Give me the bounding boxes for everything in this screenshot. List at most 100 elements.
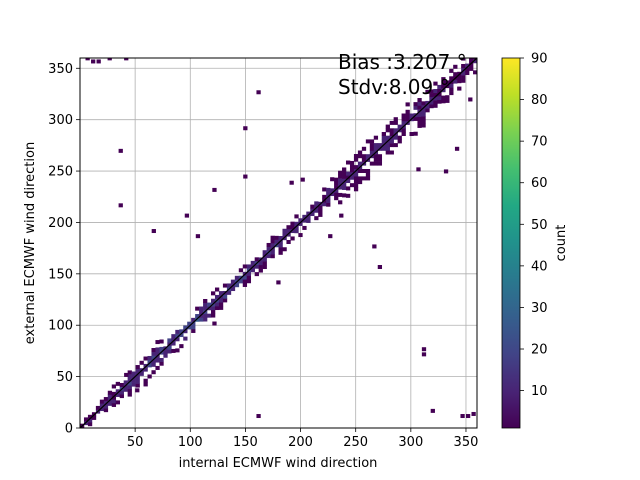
histogram-cell	[242, 275, 248, 280]
histogram-cell-outlier	[443, 169, 449, 174]
histogram-cell	[449, 68, 454, 73]
histogram-cell	[453, 64, 458, 69]
histogram-cell	[298, 221, 303, 226]
y-tick-label: 350	[48, 62, 73, 77]
histogram-cell	[242, 279, 248, 284]
histogram-cell	[314, 216, 319, 221]
histogram-cell	[373, 157, 379, 162]
histogram-cell-outlier	[212, 187, 217, 192]
histogram-cell	[254, 257, 259, 262]
histogram-cell	[159, 358, 164, 363]
histogram-cell	[385, 124, 390, 129]
histogram-cell	[179, 329, 184, 334]
histogram-cell	[433, 89, 438, 94]
histogram-cell-outlier	[421, 347, 427, 352]
colorbar-tick-label: 30	[531, 301, 548, 316]
histogram-cell	[127, 392, 132, 397]
histogram-cell	[365, 176, 371, 181]
histogram-cell	[159, 361, 164, 366]
histogram-cell	[151, 359, 156, 364]
histogram-cell	[258, 268, 263, 273]
histogram-cell	[334, 192, 339, 197]
histogram-cell	[421, 101, 426, 106]
histogram-cell	[389, 120, 394, 125]
histogram-cell	[203, 313, 208, 318]
histogram-cell	[326, 198, 331, 203]
histogram-cell	[334, 181, 339, 186]
colorbar-tick-label: 50	[531, 218, 548, 233]
y-tick-label: 50	[56, 370, 73, 385]
histogram-cell	[107, 401, 113, 406]
histogram-cell	[187, 325, 192, 330]
histogram-cell	[381, 139, 386, 144]
histogram-cell-outlier	[96, 59, 101, 64]
histogram-cell	[397, 139, 402, 144]
histogram-cell	[191, 325, 196, 330]
histogram-cell	[349, 160, 355, 165]
histogram-cell-outlier	[289, 180, 294, 185]
histogram-cell	[369, 139, 375, 144]
histogram-cell	[349, 168, 355, 173]
x-tick-label: 300	[398, 435, 423, 450]
histogram-cell	[91, 415, 97, 420]
histogram-cell	[214, 306, 220, 311]
histogram-cell	[103, 408, 109, 413]
histogram-cell	[87, 422, 93, 427]
histogram-cell	[191, 317, 196, 322]
histogram-cell	[286, 240, 291, 245]
histogram-cell	[111, 395, 117, 400]
histogram-cell	[461, 78, 466, 83]
histogram-cell	[377, 161, 383, 166]
histogram-cell	[425, 104, 430, 109]
histogram-cell	[393, 143, 398, 148]
histogram-cell	[385, 135, 390, 140]
histogram-cell	[465, 63, 470, 68]
histogram-cell	[417, 123, 422, 128]
histogram-cell	[87, 414, 93, 419]
y-tick-label: 0	[65, 422, 73, 437]
histogram-cell	[357, 176, 363, 181]
histogram-cell	[437, 84, 442, 89]
histogram-cell	[302, 214, 307, 219]
histogram-cell	[369, 146, 375, 151]
histogram-cell	[405, 117, 410, 122]
x-axis-label: internal ECMWF wind direction	[179, 456, 378, 471]
histogram-cell	[365, 172, 371, 177]
histogram-cell-outlier	[184, 213, 190, 218]
histogram-cell	[207, 302, 212, 307]
histogram-cell	[389, 132, 394, 136]
histogram-cell	[195, 317, 200, 322]
histogram-cell	[270, 254, 275, 259]
histogram-cell	[262, 257, 267, 262]
histogram-cell	[389, 150, 394, 155]
histogram-cell	[171, 341, 176, 346]
histogram-cell	[175, 337, 180, 342]
histogram-cell	[286, 228, 291, 233]
histogram-cell-outlier	[243, 126, 248, 131]
histogram-cell	[155, 354, 160, 359]
histogram-cell	[135, 376, 140, 381]
histogram-cell	[373, 161, 379, 166]
histogram-cell	[429, 104, 434, 109]
histogram-cell	[127, 377, 132, 382]
histogram-cell	[393, 128, 398, 133]
histogram-cell	[437, 96, 442, 101]
histogram-cell	[302, 218, 307, 223]
histogram-cell	[218, 291, 224, 296]
histogram-cell	[199, 317, 204, 322]
histogram-cell	[457, 86, 462, 91]
histogram-cell	[111, 399, 117, 404]
histogram-cell	[274, 239, 279, 244]
histogram-cell	[123, 380, 128, 385]
histogram-cell	[369, 143, 375, 148]
histogram-cell	[211, 298, 216, 303]
histogram-cell	[365, 169, 371, 173]
histogram-cell	[183, 336, 188, 341]
bias-annotation: Bias :3.207 °	[338, 50, 467, 74]
histogram-cell	[389, 139, 394, 144]
histogram-cell	[187, 321, 192, 326]
histogram-cell	[195, 314, 200, 319]
histogram-cell	[334, 188, 339, 193]
histogram-cell	[127, 381, 132, 386]
histogram-cell	[278, 243, 283, 248]
